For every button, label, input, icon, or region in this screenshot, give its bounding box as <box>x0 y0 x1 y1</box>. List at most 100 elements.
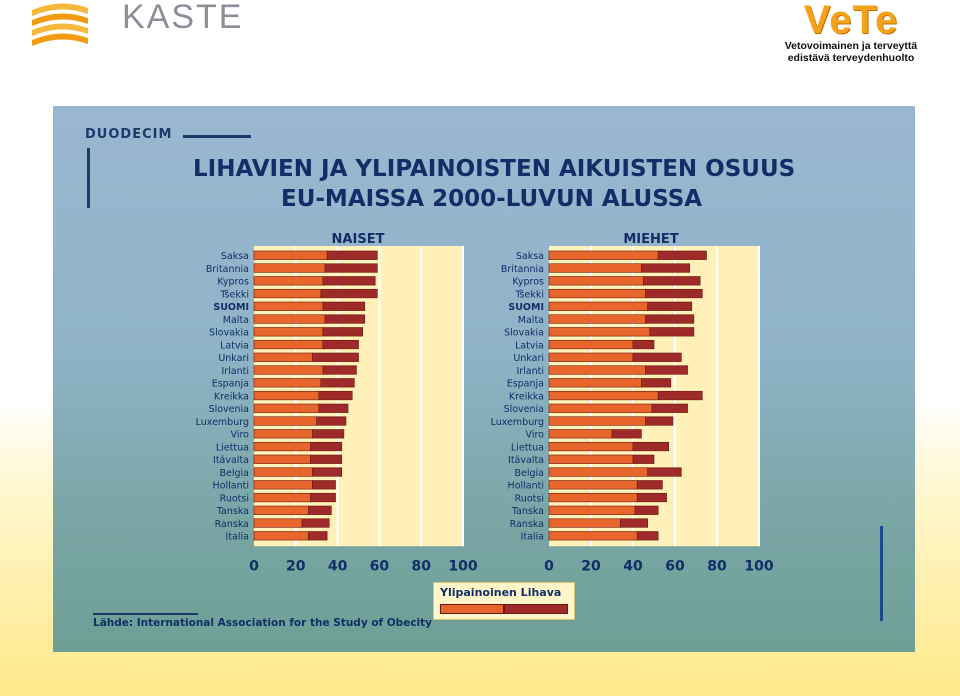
bar-lihava <box>326 250 378 260</box>
category-label: Ruotsi <box>515 493 544 504</box>
bar-ylipainoinen <box>548 314 646 324</box>
tick-label: 60 <box>665 558 685 574</box>
category-label: Latvia <box>220 340 249 351</box>
bar-lihava <box>312 429 345 439</box>
bar-ylipainoinen <box>548 518 621 528</box>
bar-ylipainoinen <box>253 454 311 464</box>
bar-ylipainoinen <box>548 365 646 375</box>
category-label: Ruotsi <box>220 493 249 504</box>
bar-lihava <box>632 454 655 464</box>
bar-lihava <box>316 416 347 426</box>
category-label: Unkari <box>218 353 249 364</box>
category-label: Belgia <box>515 468 545 479</box>
category-label: Slovenia <box>504 404 544 415</box>
category-label: Belgia <box>220 468 250 479</box>
bar-lihava <box>322 301 366 311</box>
category-label: Itävalta <box>213 455 249 466</box>
bar-lihava <box>324 314 366 324</box>
bar-ylipainoinen <box>253 378 322 388</box>
bar-lihava <box>324 263 378 273</box>
bar-ylipainoinen <box>253 390 320 401</box>
bar-ylipainoinen <box>253 480 313 490</box>
category-label: Britannia <box>206 264 249 275</box>
bar-lihava <box>651 403 688 413</box>
bar-lihava <box>632 441 670 452</box>
bar-lihava <box>641 263 691 273</box>
kaste-logo-text: KASTE <box>122 0 244 36</box>
category-label: Liettua <box>216 442 249 453</box>
category-label: Espanja <box>212 379 249 390</box>
category-label: Slovakia <box>209 328 249 339</box>
bar-lihava <box>645 288 703 299</box>
bar-lihava <box>645 365 688 375</box>
vete-logo: VeTe Vetovoimainen ja terveyttä edistävä… <box>766 0 936 64</box>
vete-subtitle-line2: edistävä terveydenhuolto <box>787 52 915 64</box>
tick-label: 40 <box>623 558 643 574</box>
bar-ylipainoinen <box>548 403 653 413</box>
tick-label: 100 <box>744 558 773 574</box>
bar-ylipainoinen <box>548 390 659 401</box>
tick-label: 80 <box>707 558 727 574</box>
category-label: Kreikka <box>509 391 544 402</box>
legend-swatch-lihava <box>504 604 568 614</box>
bar-lihava <box>312 480 336 490</box>
category-label: Liettua <box>511 442 544 453</box>
bar-lihava <box>657 250 707 260</box>
bar-ylipainoinen <box>548 339 634 350</box>
chart-title-line2: EU-MAISSA 2000-LUVUN ALUSSA <box>281 186 703 212</box>
vete-subtitle-line1: Vetovoimainen ja terveyttä <box>784 40 918 52</box>
bar-ylipainoinen <box>548 480 638 490</box>
title-rule <box>87 148 90 208</box>
bar-ylipainoinen <box>253 314 326 324</box>
bar-lihava <box>620 518 649 528</box>
category-label: Viro <box>526 430 545 441</box>
bar-lihava <box>645 314 695 324</box>
category-label: Tšekki <box>219 289 249 300</box>
tick-label: 20 <box>581 558 601 574</box>
bar-ylipainoinen <box>548 301 648 311</box>
bar-ylipainoinen <box>548 250 659 260</box>
bar-ylipainoinen <box>548 505 636 515</box>
category-label: Espanja <box>507 379 544 390</box>
bar-ylipainoinen <box>548 263 642 273</box>
bar-ylipainoinen <box>253 403 320 413</box>
chart-title-line1: LIHAVIEN JA YLIPAINOISTEN AIKUISTEN OSUU… <box>193 156 796 182</box>
bar-ylipainoinen <box>548 467 648 477</box>
category-label: Itävalta <box>508 455 544 466</box>
kaste-logo: KASTE <box>30 0 241 56</box>
bar-ylipainoinen <box>548 492 638 503</box>
category-label: Kreikka <box>214 391 249 402</box>
bar-lihava <box>636 492 667 503</box>
bar-ylipainoinen <box>253 518 303 528</box>
bar-ylipainoinen <box>253 301 324 311</box>
bar-ylipainoinen <box>548 441 634 452</box>
category-label: Hollanti <box>213 481 249 492</box>
bar-ylipainoinen <box>253 429 313 439</box>
bar-ylipainoinen <box>548 429 613 439</box>
category-label: Saksa <box>221 251 249 262</box>
bar-ylipainoinen <box>548 276 644 286</box>
bar-ylipainoinen <box>253 327 324 337</box>
bar-ylipainoinen <box>253 263 326 273</box>
bar-lihava <box>645 416 674 426</box>
bar-ylipainoinen <box>253 276 324 286</box>
bar-ylipainoinen <box>253 416 318 426</box>
bar-ylipainoinen <box>253 467 313 477</box>
bar-ylipainoinen <box>253 288 322 299</box>
publisher-rule <box>183 135 251 138</box>
category-label: SUOMI <box>213 302 249 313</box>
category-label: Irlanti <box>516 366 544 377</box>
category-label: Kypros <box>217 277 249 288</box>
tick-label: 0 <box>249 558 259 574</box>
category-label: Malta <box>518 315 544 326</box>
bar-ylipainoinen <box>253 339 324 350</box>
bar-lihava <box>611 429 642 439</box>
category-label: Ranska <box>215 519 249 530</box>
bar-ylipainoinen <box>253 441 311 452</box>
bar-ylipainoinen <box>253 352 313 362</box>
bar-lihava <box>301 518 330 528</box>
bar-ylipainoinen <box>253 531 309 541</box>
bar-lihava <box>322 365 357 375</box>
category-label: Kypros <box>512 277 544 288</box>
category-label: Italia <box>226 532 249 543</box>
